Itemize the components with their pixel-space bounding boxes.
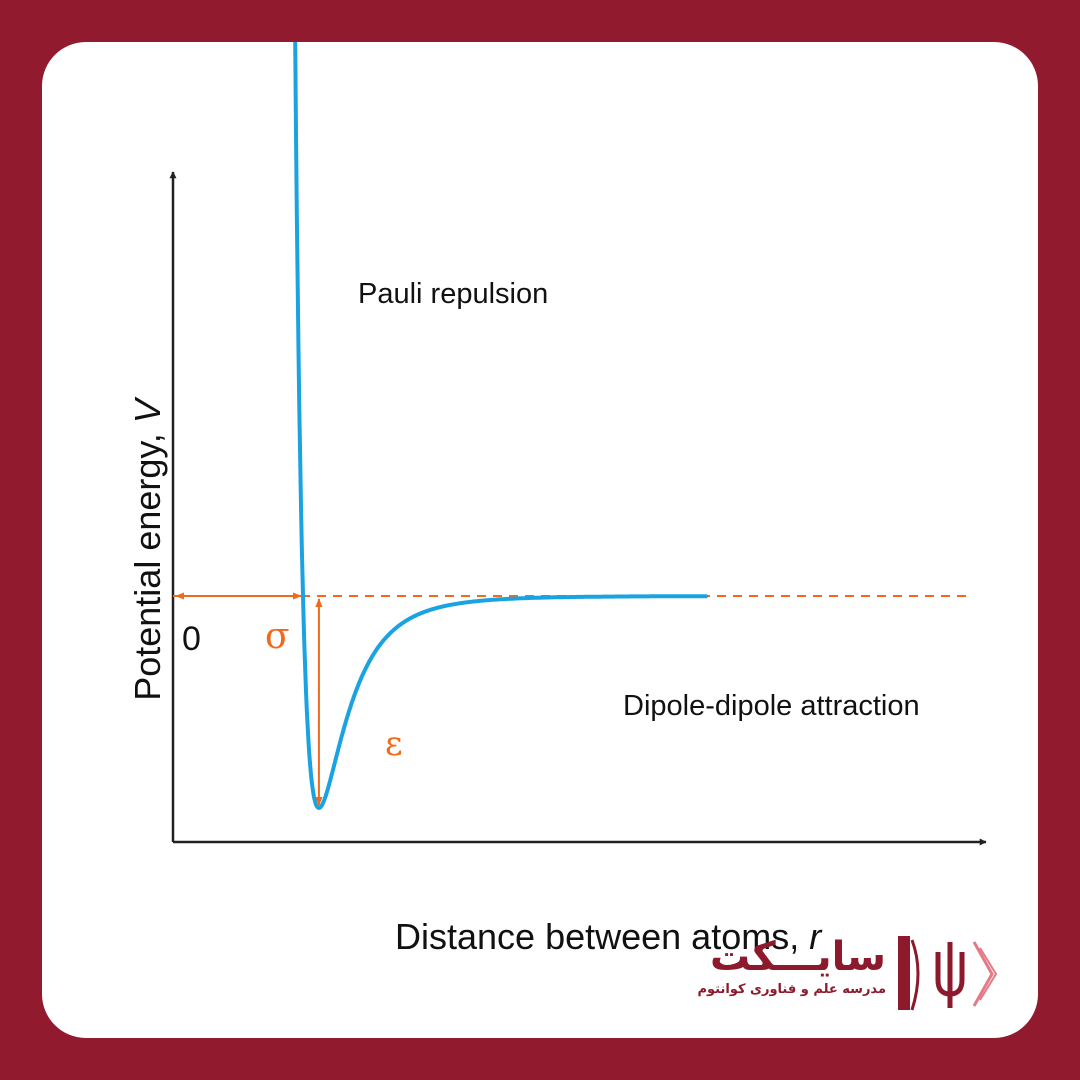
x-axis-label: Distance between atoms, r <box>395 916 822 957</box>
potential-curve <box>293 42 708 810</box>
epsilon-label: ε <box>385 724 403 764</box>
pauli-repulsion-label: Pauli repulsion <box>358 278 549 310</box>
chart-plot <box>169 42 987 846</box>
chart-card: Pauli repulsion Dipole-dipole attraction… <box>42 42 1038 1038</box>
brand-logo: سایـــکت مدرسه علم و فناوری کوانتوم <box>698 932 1014 1016</box>
logo-name: سایـــکت <box>710 934 886 980</box>
psi-book-icon <box>898 936 998 1011</box>
dipole-attraction-label: Dipole-dipole attraction <box>623 690 920 722</box>
sigma-label: σ <box>265 616 290 657</box>
y-axis-label: Potential energy, V <box>127 399 168 701</box>
y-tick-zero: 0 <box>182 620 201 658</box>
logo-subtitle: مدرسه علم و فناوری کوانتوم <box>697 982 887 997</box>
